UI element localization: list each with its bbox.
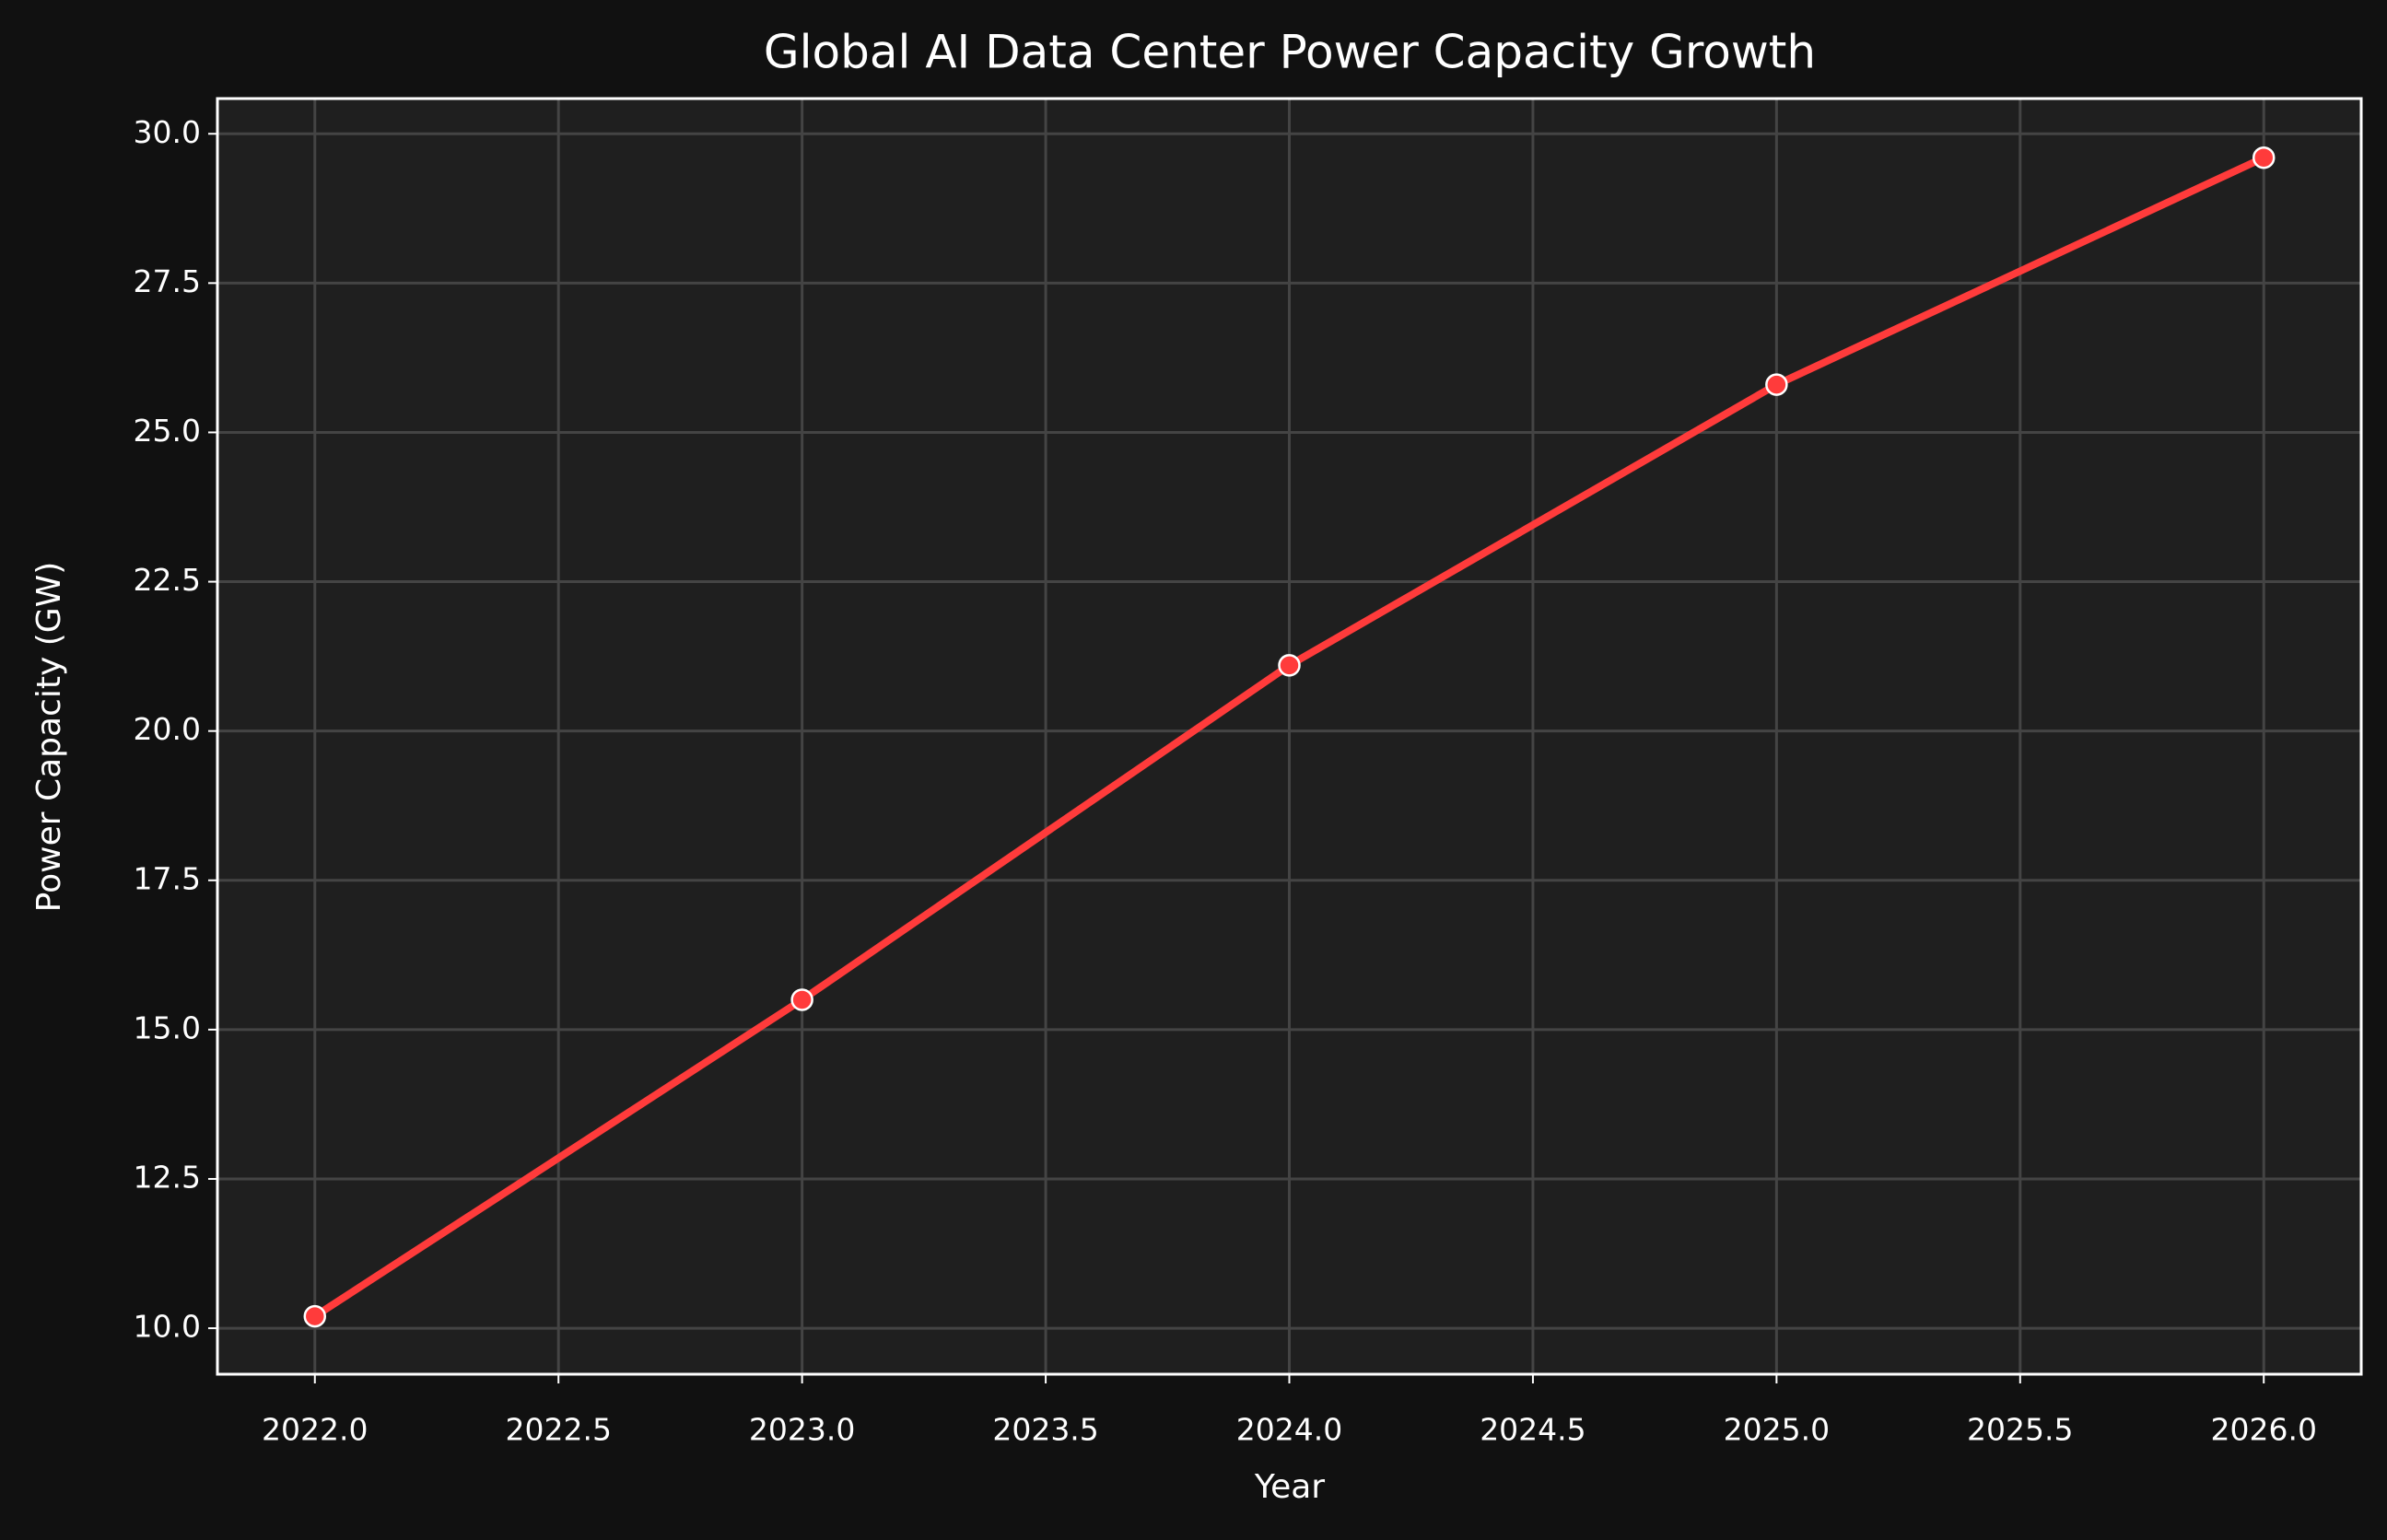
x-tick-label: 2026.0 xyxy=(2210,1412,2316,1448)
chart-title: Global AI Data Center Power Capacity Gro… xyxy=(764,26,1816,79)
y-axis-label: Power Capacity (GW) xyxy=(30,562,68,913)
y-tick-label: 25.0 xyxy=(134,413,201,449)
x-tick-label: 2025.0 xyxy=(1724,1412,1830,1448)
x-tick-label: 2022.5 xyxy=(505,1412,611,1448)
x-axis-label: Year xyxy=(1254,1468,1325,1506)
y-tick-label: 10.0 xyxy=(134,1309,201,1345)
y-tick-label: 22.5 xyxy=(134,562,201,598)
x-tick-label: 2024.5 xyxy=(1480,1412,1585,1448)
y-tick-label: 30.0 xyxy=(134,114,201,150)
x-tick-label: 2023.0 xyxy=(749,1412,855,1448)
data-point xyxy=(790,988,813,1011)
x-tick-label: 2023.5 xyxy=(992,1412,1098,1448)
data-point xyxy=(1765,373,1788,396)
y-tick-label: 17.5 xyxy=(134,860,201,896)
x-tick-label: 2025.5 xyxy=(1967,1412,2073,1448)
data-point xyxy=(1278,654,1301,677)
x-tick-label: 2024.0 xyxy=(1236,1412,1342,1448)
data-point xyxy=(2252,146,2276,169)
y-tick-label: 27.5 xyxy=(134,263,201,299)
plot-frame xyxy=(216,97,2363,1376)
y-tick-label: 12.5 xyxy=(134,1159,201,1195)
y-tick-label: 20.0 xyxy=(134,711,201,747)
data-point xyxy=(303,1304,327,1328)
y-tick-label: 15.0 xyxy=(134,1009,201,1045)
x-tick-label: 2022.0 xyxy=(262,1412,368,1448)
